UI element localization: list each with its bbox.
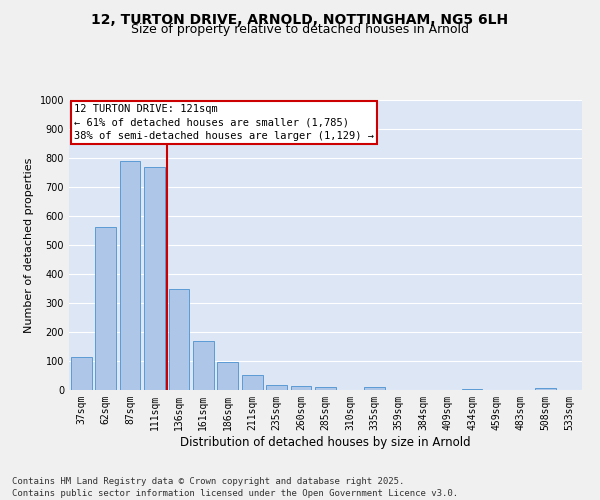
Bar: [364, 387, 385, 390]
Bar: [217, 362, 238, 390]
Y-axis label: Number of detached properties: Number of detached properties: [24, 158, 34, 332]
Bar: [193, 342, 214, 390]
Bar: [119, 161, 140, 390]
Text: 12, TURTON DRIVE, ARNOLD, NOTTINGHAM, NG5 6LH: 12, TURTON DRIVE, ARNOLD, NOTTINGHAM, NG…: [91, 12, 509, 26]
Bar: [461, 388, 482, 390]
Text: Contains HM Land Registry data © Crown copyright and database right 2025.
Contai: Contains HM Land Registry data © Crown c…: [12, 478, 458, 498]
Bar: [169, 288, 190, 390]
Bar: [535, 388, 556, 390]
Bar: [315, 386, 336, 390]
X-axis label: Distribution of detached houses by size in Arnold: Distribution of detached houses by size …: [180, 436, 471, 448]
Bar: [290, 386, 311, 390]
Bar: [266, 385, 287, 390]
Bar: [242, 374, 263, 390]
Bar: [144, 166, 165, 390]
Text: Size of property relative to detached houses in Arnold: Size of property relative to detached ho…: [131, 22, 469, 36]
Bar: [95, 226, 116, 390]
Bar: [71, 357, 92, 390]
Text: 12 TURTON DRIVE: 121sqm
← 61% of detached houses are smaller (1,785)
38% of semi: 12 TURTON DRIVE: 121sqm ← 61% of detache…: [74, 104, 374, 141]
